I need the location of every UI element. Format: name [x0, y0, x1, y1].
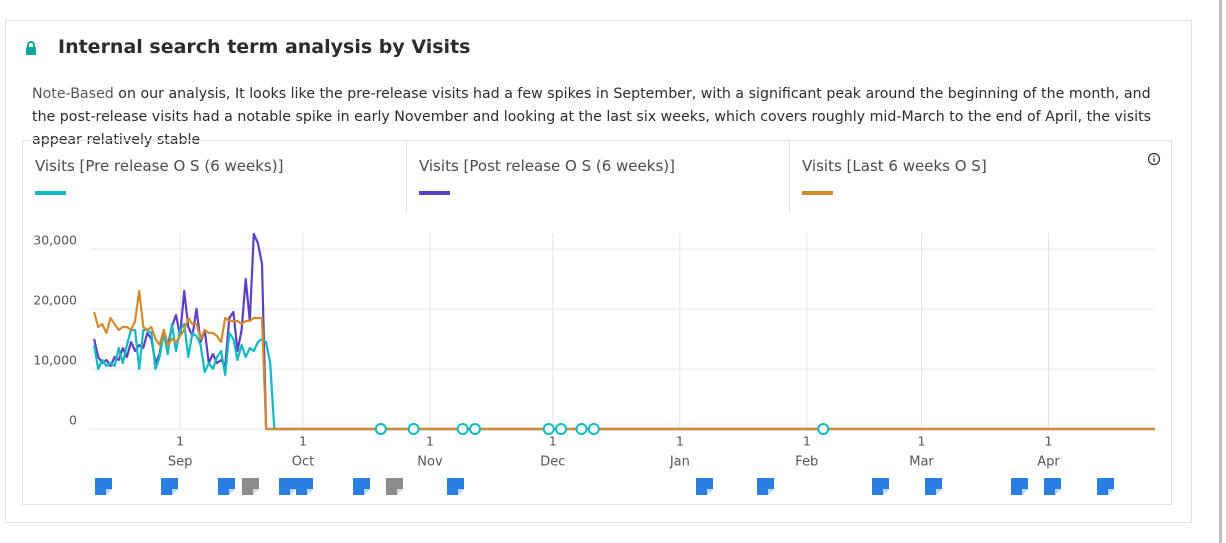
x-tick-day: 1 — [549, 434, 557, 449]
flag-fold — [229, 489, 235, 495]
annotation-flag — [218, 478, 235, 495]
annotation-flag — [353, 478, 370, 495]
flag-fold — [1108, 489, 1114, 495]
legend-label: Visits [Last 6 weeks O S] — [802, 157, 987, 175]
annotation-flag — [242, 478, 259, 495]
annotation-flag — [925, 478, 942, 495]
annotation-flag — [1044, 478, 1061, 495]
flag-fold — [290, 489, 296, 495]
lock-icon — [26, 41, 36, 55]
note-text: on our analysis, It looks like the pre-r… — [32, 86, 1152, 148]
legend-item[interactable]: Visits [Last 6 weeks O S] — [789, 140, 1169, 213]
flag-fold — [936, 489, 942, 495]
point-marker — [542, 423, 555, 435]
annotation-flag — [296, 478, 313, 495]
annotation-flag — [386, 478, 403, 495]
legend-item[interactable]: Visits [Pre release O S (6 weeks)] — [22, 140, 402, 213]
flag-fold — [883, 489, 889, 495]
point-marker — [407, 423, 420, 435]
x-tick-month: Feb — [795, 455, 818, 470]
card — [5, 20, 1192, 523]
x-tick-month: Apr — [1037, 455, 1060, 470]
y-tick-label: 30,000 — [33, 233, 77, 248]
description: Note-Based on our analysis, It looks lik… — [32, 83, 1172, 152]
series-line — [93, 289, 1155, 431]
x-tick-month: Oct — [292, 455, 314, 470]
x-tick-month: Dec — [540, 455, 565, 470]
chart-box — [22, 140, 1172, 505]
x-tick-day: 1 — [176, 434, 184, 449]
legend-swatch — [419, 191, 450, 195]
legend-item[interactable]: Visits [Post release O S (6 weeks)] — [406, 140, 786, 213]
annotation-flag — [279, 478, 296, 495]
point-marker — [575, 423, 588, 435]
title: Internal search term analysis by Visits — [58, 36, 471, 58]
annotation-flag — [1011, 478, 1028, 495]
flag-fold — [397, 489, 403, 495]
scrollbar — [1219, 0, 1222, 543]
legend-label: Visits [Post release O S (6 weeks)] — [419, 157, 675, 175]
point-marker — [555, 423, 568, 435]
x-tick-month: Jan — [669, 455, 690, 470]
point-marker — [587, 423, 600, 435]
point-marker — [374, 423, 387, 435]
x-tick-day: 1 — [1045, 434, 1053, 449]
point-marker — [456, 423, 469, 435]
legend-separator — [406, 140, 407, 213]
flag-fold — [768, 489, 774, 495]
flag-fold — [364, 489, 370, 495]
annotation-flag — [161, 478, 178, 495]
x-tick-month: Nov — [417, 455, 443, 470]
series-line — [93, 322, 824, 431]
annotation-flag — [1097, 478, 1114, 495]
annotation-flag — [95, 478, 112, 495]
flag-fold — [253, 489, 259, 495]
x-tick-day: 1 — [426, 434, 434, 449]
info-icon[interactable] — [1147, 152, 1161, 166]
y-tick-label: 0 — [69, 413, 77, 428]
annotation-flag — [872, 478, 889, 495]
legend-label: Visits [Pre release O S (6 weeks)] — [35, 157, 284, 175]
point-marker — [469, 423, 482, 435]
x-tick-month: Mar — [909, 455, 934, 470]
x-tick-day: 1 — [676, 434, 684, 449]
flag-fold — [1055, 489, 1061, 495]
legend-swatch — [802, 191, 833, 195]
x-tick-month: Sep — [168, 455, 193, 470]
y-tick-label: 10,000 — [33, 353, 77, 368]
series-line — [93, 232, 1155, 431]
note-label: Note-Based — [32, 86, 114, 102]
annotation-flag — [757, 478, 774, 495]
legend-separator — [789, 140, 790, 213]
flag-fold — [707, 489, 713, 495]
point-marker — [817, 423, 830, 435]
annotation-flag — [696, 478, 713, 495]
x-tick-day: 1 — [803, 434, 811, 449]
y-tick-label: 20,000 — [33, 293, 77, 308]
legend-swatch — [35, 191, 66, 195]
flag-fold — [1022, 489, 1028, 495]
x-tick-day: 1 — [299, 434, 307, 449]
flag-fold — [458, 489, 464, 495]
annotation-flag — [447, 478, 464, 495]
flag-fold — [106, 489, 112, 495]
x-tick-day: 1 — [918, 434, 926, 449]
annotation-flags[interactable] — [95, 478, 1114, 495]
flag-fold — [172, 489, 178, 495]
flag-fold — [307, 489, 313, 495]
